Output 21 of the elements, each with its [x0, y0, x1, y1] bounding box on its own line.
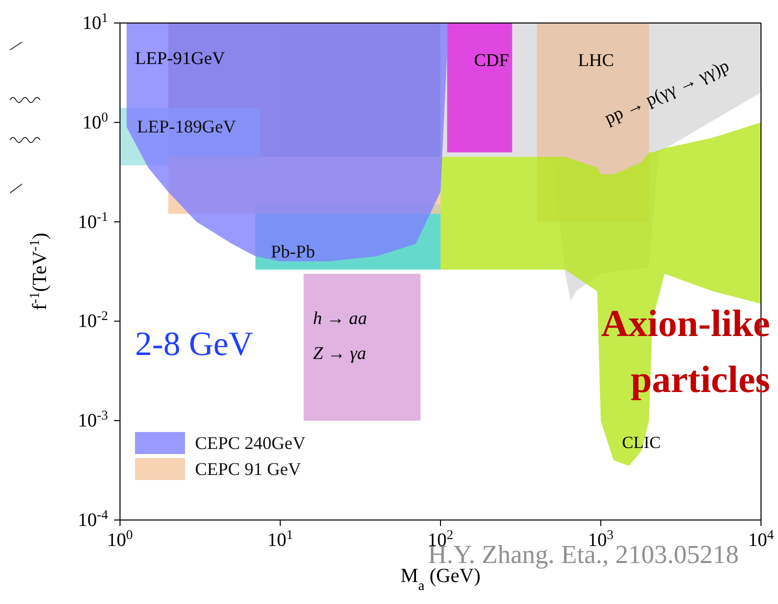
annotation: LEP-91GeV — [135, 48, 225, 69]
annotation: LEP-189GeV — [137, 116, 236, 137]
annotation: Z → γa — [313, 343, 366, 364]
annotation: CDF — [474, 50, 510, 71]
annotation: LHC — [578, 50, 614, 71]
legend-label: CEPC 240GeV — [195, 432, 306, 454]
annotation: 2-8 GeV — [135, 326, 254, 364]
y-tick-label: 10$^{-1}$ — [78, 208, 108, 233]
y-tick-label: 10$^{-4}$ — [78, 506, 108, 531]
annotation: h → aa — [313, 308, 367, 329]
y-tick-label: 10$^{0}$ — [82, 108, 108, 134]
annotation: Pb-Pb — [270, 242, 315, 262]
y-tick-label: 10$^{-2}$ — [78, 308, 108, 332]
x-tick-label: 10$^{3}$ — [588, 526, 614, 551]
x-tick-label: 10$^{1}$ — [267, 526, 294, 551]
x-axis-title: M$_{a}$ (GeV) — [400, 565, 481, 594]
x-tick-label: 10$^{4}$ — [748, 526, 774, 551]
x-tick-label: 10$^{0}$ — [107, 526, 134, 551]
y-tick-label: 10$^{-3}$ — [78, 407, 108, 432]
legend-label: CEPC 91 GeV — [195, 458, 302, 480]
y-tick-label: 10$^{1}$ — [82, 10, 108, 34]
